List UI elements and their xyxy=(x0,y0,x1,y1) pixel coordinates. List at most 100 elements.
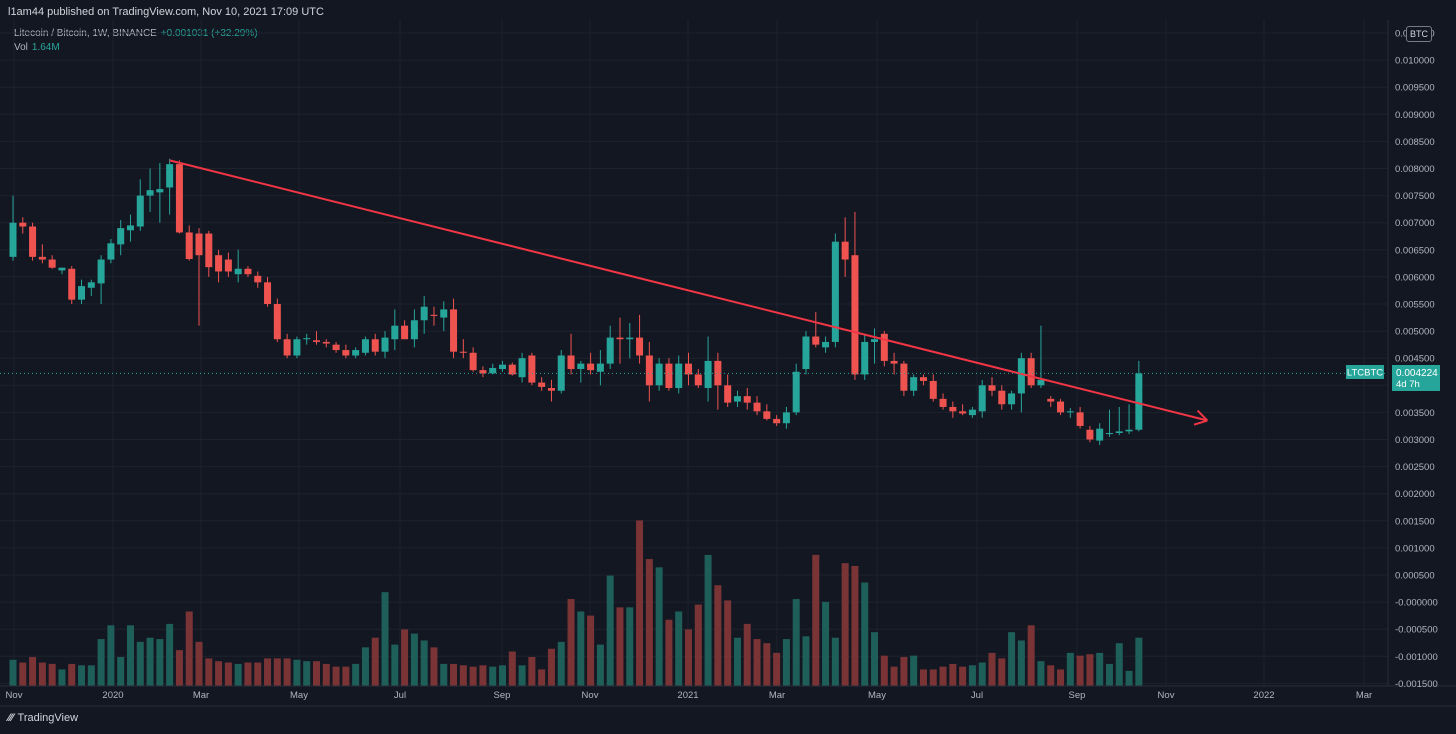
volume-bar xyxy=(1115,643,1123,686)
volume-bar xyxy=(508,651,516,686)
volume-bar xyxy=(616,607,624,686)
candle-body xyxy=(224,259,232,272)
volume-bar xyxy=(900,657,908,686)
candle-body xyxy=(528,355,536,383)
volume-bar xyxy=(126,625,134,686)
volume-bar xyxy=(978,662,986,686)
candle-body xyxy=(146,190,154,196)
candle-body xyxy=(430,314,438,316)
volume-bar xyxy=(107,625,115,686)
volume-bar xyxy=(919,669,927,686)
price-axis-label: 0.009500 xyxy=(1395,83,1435,94)
candle-body xyxy=(567,355,575,370)
volume-bar xyxy=(685,629,693,686)
price-axis-label: 0.003000 xyxy=(1395,435,1435,446)
tradingview-logo[interactable]: ⁄⁄⁄ TradingView xyxy=(8,712,78,724)
candle-body xyxy=(743,396,751,403)
trendline-arrowhead xyxy=(1193,419,1208,426)
candle-body xyxy=(518,358,526,378)
volume-bar xyxy=(195,641,203,686)
time-axis-label: Mar xyxy=(1356,690,1372,701)
volume-bar xyxy=(577,611,585,686)
candle-body xyxy=(205,233,213,268)
volume-bar xyxy=(391,644,399,686)
candle-body xyxy=(166,164,174,188)
volume-bar xyxy=(146,637,154,686)
candle-body xyxy=(871,339,879,342)
candle-body xyxy=(939,398,947,407)
volume-bar xyxy=(1008,632,1016,686)
candlesticks xyxy=(9,158,1143,445)
volume-bar xyxy=(753,639,761,686)
volume-bar xyxy=(665,619,673,686)
trendline-arrowhead xyxy=(1196,409,1209,422)
volume-bar xyxy=(655,567,663,686)
candle-body xyxy=(38,256,46,260)
candle-body xyxy=(861,341,869,375)
currency-button[interactable]: BTC xyxy=(1406,26,1432,42)
price-axis-label: 0.003500 xyxy=(1395,408,1435,419)
candle-body xyxy=(1115,431,1123,433)
volume-bar xyxy=(440,663,448,686)
volume-bar xyxy=(420,640,428,686)
volume-bar xyxy=(489,666,497,686)
price-axis-label: 0.010000 xyxy=(1395,56,1435,67)
volume-bar xyxy=(763,643,771,686)
candle-body xyxy=(890,360,898,364)
volume-bar xyxy=(322,663,330,686)
volume-bar xyxy=(851,565,859,686)
volume-bar xyxy=(861,582,869,686)
candle-body xyxy=(1017,358,1025,394)
candle-body xyxy=(763,411,771,419)
volume-bar xyxy=(68,663,76,686)
candle-body xyxy=(900,363,908,391)
candle-body xyxy=(469,352,477,371)
price-axis-label: 0.008500 xyxy=(1395,137,1435,148)
volume-bar xyxy=(587,615,595,686)
candle-body xyxy=(234,268,242,275)
volume-bar xyxy=(450,663,458,686)
volume-bar xyxy=(1066,652,1074,686)
volume-bar xyxy=(469,666,477,686)
volume-bar xyxy=(831,637,839,686)
candle-body xyxy=(929,380,937,399)
volume-bar xyxy=(254,662,262,686)
volume-bar xyxy=(939,666,947,686)
volume-bar xyxy=(312,661,320,686)
candle-body xyxy=(361,339,369,353)
publish-info: l1am44 published on TradingView.com, Nov… xyxy=(8,6,324,18)
volume-bar xyxy=(97,639,105,686)
volume-bar xyxy=(714,585,722,686)
candle-body xyxy=(596,363,604,372)
candle-body xyxy=(68,268,76,300)
candle-body xyxy=(371,339,379,352)
candle-body xyxy=(244,268,252,275)
volume-bar xyxy=(636,520,644,686)
candle-body xyxy=(547,388,555,391)
volume-bar xyxy=(9,659,17,686)
candle-body xyxy=(841,241,849,260)
candle-body xyxy=(822,341,830,348)
volume-bar xyxy=(29,657,37,686)
candle-body xyxy=(293,339,301,356)
price-axis-label: -0.000000 xyxy=(1395,598,1438,609)
price-axis-label: 0.005500 xyxy=(1395,300,1435,311)
volume-bar xyxy=(910,655,918,686)
volume-bar xyxy=(459,665,467,686)
last-price-symbol: LTCBTC xyxy=(1347,368,1383,379)
candle-body xyxy=(332,344,340,351)
candle-body xyxy=(616,337,624,340)
candle-body xyxy=(459,351,467,353)
candle-body xyxy=(910,377,918,391)
volume-bar xyxy=(332,666,340,686)
volume-bar xyxy=(371,637,379,686)
candle-body xyxy=(273,304,281,340)
candle-body xyxy=(48,259,56,268)
candle-body xyxy=(322,341,330,344)
time-axis-label: Nov xyxy=(6,690,23,701)
volume-bar xyxy=(606,575,614,686)
candle-body xyxy=(420,306,428,321)
price-axis-label: 0.006500 xyxy=(1395,245,1435,256)
